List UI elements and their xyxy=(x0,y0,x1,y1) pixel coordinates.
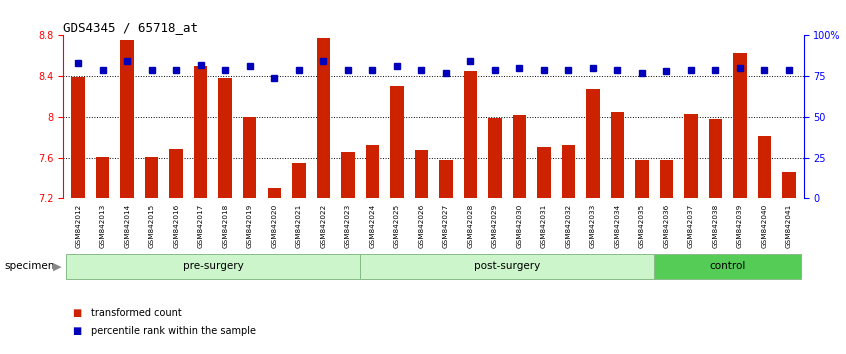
Text: GSM842037: GSM842037 xyxy=(688,204,694,248)
Text: GSM842030: GSM842030 xyxy=(516,204,522,248)
Bar xyxy=(415,150,428,354)
Text: GSM842035: GSM842035 xyxy=(639,204,645,248)
Text: percentile rank within the sample: percentile rank within the sample xyxy=(91,326,255,336)
Text: GSM842016: GSM842016 xyxy=(173,204,179,248)
Text: GSM842012: GSM842012 xyxy=(75,204,81,248)
Bar xyxy=(194,66,207,354)
Text: ▶: ▶ xyxy=(53,261,62,271)
Text: GSM842025: GSM842025 xyxy=(393,204,400,248)
Text: GSM842017: GSM842017 xyxy=(198,204,204,248)
FancyBboxPatch shape xyxy=(360,254,654,279)
Bar xyxy=(145,156,158,354)
Text: GSM842038: GSM842038 xyxy=(712,204,718,248)
Bar xyxy=(218,78,232,354)
Text: ■: ■ xyxy=(72,308,81,318)
Bar xyxy=(684,114,698,354)
Bar xyxy=(611,112,624,354)
Text: GSM842014: GSM842014 xyxy=(124,204,130,248)
Bar xyxy=(341,153,354,354)
Text: ■: ■ xyxy=(72,326,81,336)
Text: GSM842027: GSM842027 xyxy=(442,204,449,248)
Bar xyxy=(390,86,404,354)
Text: transformed count: transformed count xyxy=(91,308,181,318)
Bar xyxy=(660,160,673,354)
Text: GSM842029: GSM842029 xyxy=(492,204,497,248)
Bar xyxy=(120,40,134,354)
Bar xyxy=(169,149,183,354)
Text: GSM842026: GSM842026 xyxy=(418,204,425,248)
FancyBboxPatch shape xyxy=(66,254,360,279)
Text: control: control xyxy=(710,261,746,271)
Text: GSM842034: GSM842034 xyxy=(614,204,620,248)
FancyBboxPatch shape xyxy=(654,254,801,279)
Text: GDS4345 / 65718_at: GDS4345 / 65718_at xyxy=(63,21,199,34)
Text: GSM842036: GSM842036 xyxy=(663,204,669,248)
Text: GSM842041: GSM842041 xyxy=(786,204,792,248)
Text: GSM842021: GSM842021 xyxy=(296,204,302,248)
Text: GSM842023: GSM842023 xyxy=(345,204,351,248)
Bar xyxy=(488,118,502,354)
Bar xyxy=(733,53,747,354)
Bar xyxy=(635,160,649,354)
Bar xyxy=(96,156,109,354)
Text: specimen: specimen xyxy=(4,261,55,271)
Text: GSM842024: GSM842024 xyxy=(370,204,376,248)
Bar xyxy=(586,89,600,354)
Text: GSM842018: GSM842018 xyxy=(222,204,228,248)
Text: pre-surgery: pre-surgery xyxy=(183,261,244,271)
Bar xyxy=(537,147,551,354)
Bar xyxy=(464,71,477,354)
Bar xyxy=(292,162,305,354)
Text: GSM842032: GSM842032 xyxy=(565,204,571,248)
Bar xyxy=(365,145,379,354)
Bar xyxy=(513,115,526,354)
Bar xyxy=(243,117,256,354)
Text: GSM842013: GSM842013 xyxy=(100,204,106,248)
Bar xyxy=(71,77,85,354)
Text: GSM842019: GSM842019 xyxy=(247,204,253,248)
Bar xyxy=(758,136,772,354)
Bar xyxy=(439,160,453,354)
Bar xyxy=(562,145,575,354)
Bar xyxy=(316,39,330,354)
Bar xyxy=(783,172,796,354)
Text: post-surgery: post-surgery xyxy=(474,261,541,271)
Text: GSM842033: GSM842033 xyxy=(590,204,596,248)
Text: GSM842031: GSM842031 xyxy=(541,204,547,248)
Text: GSM842022: GSM842022 xyxy=(321,204,327,248)
Text: GSM842015: GSM842015 xyxy=(149,204,155,248)
Bar xyxy=(267,188,281,354)
Bar xyxy=(709,119,722,354)
Text: GSM842020: GSM842020 xyxy=(272,204,277,248)
Text: GSM842040: GSM842040 xyxy=(761,204,767,248)
Text: GSM842028: GSM842028 xyxy=(467,204,474,248)
Text: GSM842039: GSM842039 xyxy=(737,204,743,248)
